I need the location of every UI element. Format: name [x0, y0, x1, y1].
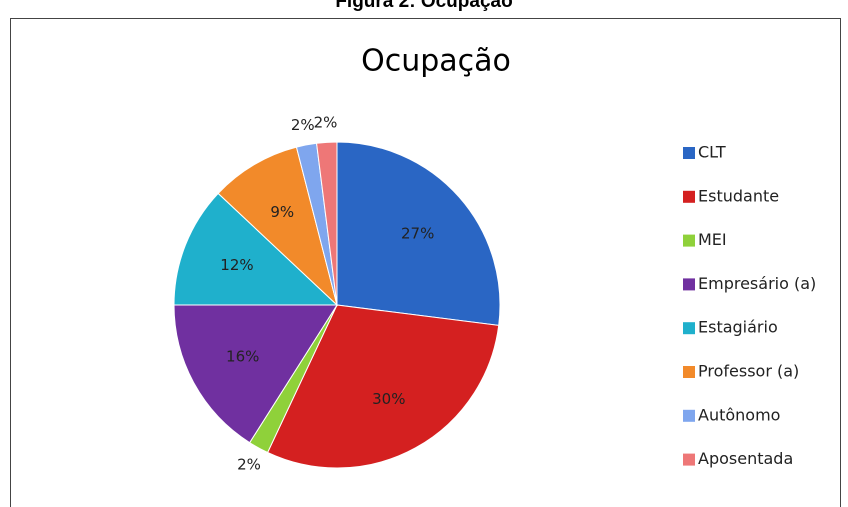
- legend-label: Estagiário: [698, 318, 778, 337]
- legend-label: Estudante: [698, 186, 779, 205]
- legend-swatch: [683, 453, 695, 466]
- data-label: 27%: [401, 224, 434, 242]
- legend-swatch: [683, 278, 695, 291]
- pie-slice: [173, 192, 339, 306]
- pie-slice: [266, 304, 500, 469]
- legend-label: Aposentada: [698, 449, 793, 468]
- legend-label: Empresário (a): [698, 274, 816, 293]
- legend-label: Professor (a): [698, 362, 799, 381]
- legend-swatch: [683, 190, 695, 203]
- pie-slice: [217, 146, 338, 307]
- legend-swatch: [683, 147, 695, 159]
- pie-slice: [173, 304, 338, 444]
- figure-caption: Figura 2: Ocupação: [335, 0, 512, 12]
- legend-label: CLT: [698, 143, 726, 162]
- data-label: 16%: [226, 347, 259, 365]
- legend-swatch: [683, 322, 695, 335]
- legend-label: Autônomo: [698, 405, 780, 424]
- data-label: 2%: [237, 455, 261, 473]
- data-label: 12%: [220, 256, 253, 274]
- legend-label: MEI: [698, 230, 727, 249]
- pie-slice: [336, 141, 501, 326]
- pie-slice: [316, 141, 338, 306]
- chart-title: Ocupação: [361, 44, 511, 79]
- data-label: 2%: [291, 116, 315, 134]
- legend-swatch: [683, 366, 695, 378]
- data-label: 2%: [314, 113, 338, 131]
- data-label: 9%: [270, 203, 294, 221]
- data-label: 30%: [372, 390, 405, 408]
- legend-swatch: [683, 409, 695, 422]
- legend-swatch: [683, 234, 695, 247]
